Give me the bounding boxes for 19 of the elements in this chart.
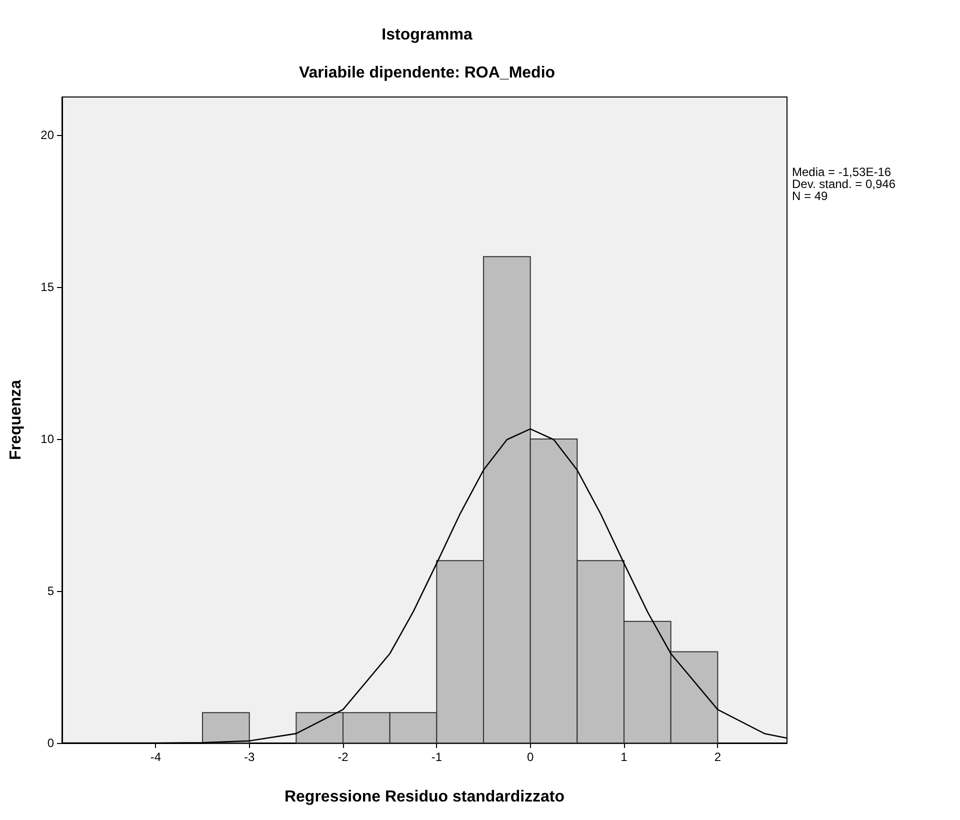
- y-tick-label: 5: [47, 584, 54, 598]
- y-axis-title: Frequenza: [8, 380, 24, 460]
- chart-subtitle: Variabile dipendente: ROA_Medio: [298, 64, 556, 82]
- x-tick-label: -2: [338, 750, 349, 764]
- text: N = 49: [792, 189, 828, 203]
- y-tick-label: 10: [40, 432, 54, 446]
- x-tick-label: 2: [714, 750, 722, 764]
- x-tick-label: -4: [150, 750, 162, 764]
- x-tick-label: -1: [431, 750, 442, 764]
- y-tick-label: 20: [40, 128, 54, 142]
- chart-title: Istogramma: [382, 26, 472, 44]
- x-tick-label: 1: [620, 750, 628, 764]
- text: Dev. stand. = 0,946: [792, 177, 896, 191]
- y-tick-label: 0: [47, 736, 54, 750]
- x-axis-title: Regressione Residuo standardizzato: [284, 788, 565, 806]
- x-tick-label: -3: [244, 750, 255, 764]
- y-tick-label: 15: [40, 280, 54, 294]
- x-tick-label: 0: [527, 750, 534, 764]
- text: Media = -1,53E-16: [792, 165, 892, 179]
